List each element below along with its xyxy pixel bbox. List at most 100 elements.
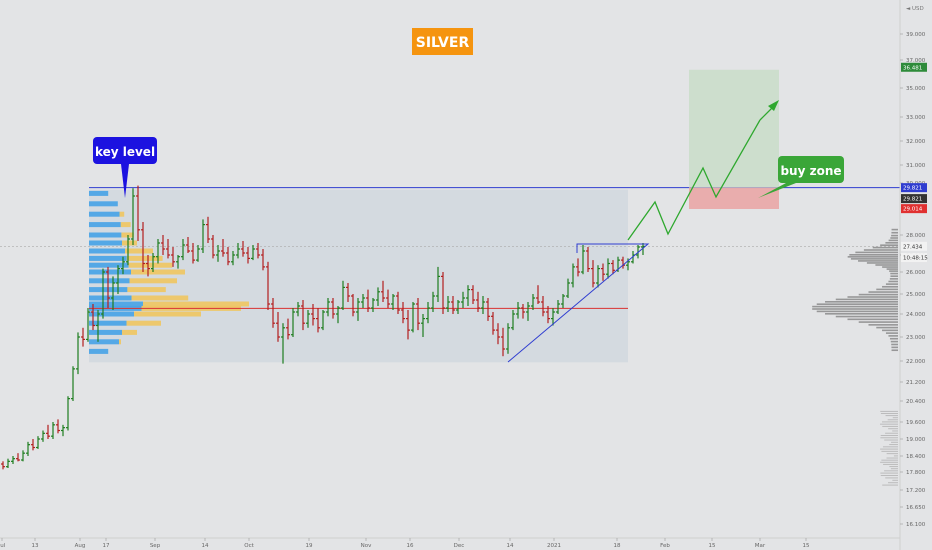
volume-profile-bar-buy (89, 222, 121, 228)
price-axis-label: 35.000 (906, 86, 926, 92)
right-volume-profile-bar (882, 329, 898, 332)
right-volume-profile-bar (882, 484, 898, 486)
right-volume-profile-bar (880, 475, 898, 476)
right-volume-profile-bar (888, 428, 898, 430)
volume-profile-bar-buy (89, 295, 132, 301)
right-volume-profile-bar (825, 313, 898, 315)
volume-profile-bar-buy (89, 201, 118, 207)
right-volume-profile-bar (876, 288, 898, 291)
right-volume-profile-bar (885, 477, 898, 479)
right-volume-profile-bar (850, 258, 898, 260)
volume-profile-bar-buy (89, 339, 119, 345)
right-volume-profile-bar (889, 444, 898, 446)
right-volume-profile-bar (858, 260, 898, 262)
right-volume-profile-bar (885, 242, 898, 244)
right-volume-profile-bar (889, 466, 898, 468)
price-axis-label: 39.000 (906, 32, 926, 38)
price-badge (901, 241, 927, 251)
volume-profile-bar-buy (89, 329, 122, 335)
right-volume-profile-bar (882, 285, 898, 288)
price-badge-label: 29.014 (903, 207, 923, 213)
price-badge (901, 183, 927, 193)
price-badge-label: 29.821 (903, 186, 922, 192)
right-volume-profile-bar (885, 415, 898, 417)
volume-profile-bar-sell (125, 248, 153, 254)
right-volume-profile-bar (883, 463, 898, 465)
projection-arrowhead (768, 100, 779, 111)
time-axis-label: 16 (407, 543, 414, 549)
price-axis-label: 28.000 (906, 233, 926, 239)
right-volume-profile-bar (863, 249, 898, 251)
time-axis-label: Sep (150, 543, 161, 549)
key-level-callout (93, 137, 157, 164)
right-volume-profile-bar (858, 321, 898, 323)
volume-profile-bar-buy (89, 255, 127, 261)
price-badge (901, 194, 927, 204)
right-volume-profile-bar (880, 244, 898, 246)
volume-profile-bar-sell (119, 339, 121, 345)
right-volume-profile-bar (891, 441, 898, 443)
price-badge (901, 253, 927, 263)
right-volume-profile-bar (890, 272, 898, 275)
volume-profile-bar-sell (120, 222, 131, 228)
price-badge-label: 10:48:15 (903, 256, 928, 262)
right-volume-profile-bar (890, 237, 898, 239)
time-axis-label: Dec (454, 543, 465, 549)
right-volume-profile-bar (882, 446, 898, 448)
time-axis-label: 2021 (547, 543, 561, 549)
right-volume-profile-bar (882, 425, 898, 427)
volume-profile-bar-buy (89, 301, 143, 307)
time-axis-label: 17 (103, 543, 110, 549)
projection-arrow-tip (759, 103, 777, 121)
right-volume-profile-bar (858, 293, 898, 296)
right-volume-profile-bar (849, 254, 898, 256)
right-volume-profile-bar (872, 246, 898, 249)
time-axis-label: 15 (709, 543, 716, 549)
buy-zone-label: buy zone (780, 164, 841, 178)
right-volume-profile-bar (886, 453, 898, 455)
projection-path (627, 119, 761, 241)
target-box (689, 69, 779, 188)
title-box (412, 28, 473, 55)
right-volume-profile-bar (868, 324, 898, 326)
price-axis-label: 18.400 (906, 454, 926, 460)
ascending-triangle (507, 243, 650, 363)
right-volume-profile-bar (889, 278, 898, 280)
volume-profile-bar-buy (89, 262, 129, 268)
right-volume-profile-bar (875, 264, 898, 266)
right-volume-profile-bar (890, 340, 898, 343)
volume-profile-bar-sell (143, 301, 249, 307)
right-volume-profile-bar (880, 413, 898, 414)
price-badge-label: 27.434 (903, 244, 923, 250)
price-axis-label: 19.600 (906, 420, 926, 426)
volume-profile-bar-sell (134, 311, 201, 317)
right-volume-profile-bar (885, 432, 898, 434)
price-axis-label: 37.000 (906, 58, 926, 64)
volume-profile-bar-buy (89, 211, 120, 217)
right-volume-profile-bar (835, 298, 898, 301)
right-volume-profile-bar (890, 468, 898, 470)
time-axis-label: Jul (0, 543, 6, 549)
price-axis-label: 21.200 (906, 380, 926, 386)
price-axis-label: 17.200 (906, 488, 926, 494)
right-volume-profile-bar (881, 459, 898, 461)
price-axis-label: 33.000 (906, 115, 926, 121)
price-badge (901, 204, 927, 214)
right-volume-profile-bar (886, 457, 898, 459)
right-volume-profile-bar (888, 280, 898, 283)
right-volume-profile-bar (847, 318, 898, 321)
price-axis-unit: ◄ USD (906, 6, 924, 12)
right-volume-profile-bar (885, 332, 898, 334)
right-volume-profile-bar (847, 296, 898, 298)
right-volume-profile-bar (881, 421, 898, 423)
volume-profile-bar-buy (89, 248, 125, 254)
time-axis-label: Mar (755, 543, 766, 549)
price-axis-label: 19.000 (906, 437, 926, 443)
right-volume-profile-bar (881, 450, 898, 452)
right-volume-profile-bar (812, 308, 898, 310)
right-volume-profile-bar (891, 228, 898, 231)
time-axis-label: 15 (803, 543, 810, 549)
buy-zone-callout (778, 156, 844, 183)
time-axis-label: Oct (244, 543, 254, 549)
